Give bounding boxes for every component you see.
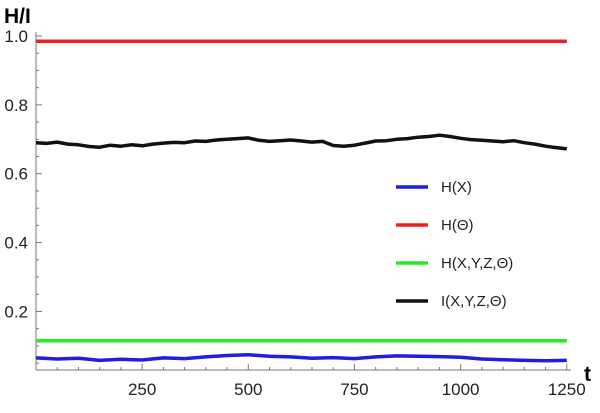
- legend-label: H(X): [441, 179, 472, 196]
- x-tick-label: 1250: [548, 380, 586, 399]
- y-tick-label: 1.0: [4, 27, 28, 46]
- legend: H(X) H(Θ) H(X,Y,Z,Θ) I(X,Y,Z,Θ): [396, 179, 513, 310]
- axes: 250 500 750 1000 1250 0.2 0.4 0.6 0.8 1.0: [4, 27, 585, 399]
- x-tick-label: 1000: [442, 380, 480, 399]
- x-tick-label: 250: [128, 380, 156, 399]
- x-tick-label: 750: [340, 380, 368, 399]
- x-tick-label: 500: [234, 380, 262, 399]
- y-axis-title: H/I: [4, 5, 31, 28]
- y-tick-label: 0.6: [4, 165, 28, 184]
- legend-label: H(Θ): [441, 217, 474, 234]
- legend-label: H(X,Y,Z,Θ): [441, 255, 513, 272]
- y-tick-label: 0.2: [4, 302, 28, 321]
- series-line-h-x: [35, 353, 567, 363]
- series-line-i-x-y-z: [35, 133, 568, 151]
- x-axis-title: t: [584, 363, 591, 386]
- y-tick-label: 0.4: [4, 234, 28, 253]
- y-tick-label: 0.8: [4, 96, 28, 115]
- legend-label: I(X,Y,Z,Θ): [441, 293, 507, 310]
- series-group: [35, 39, 568, 363]
